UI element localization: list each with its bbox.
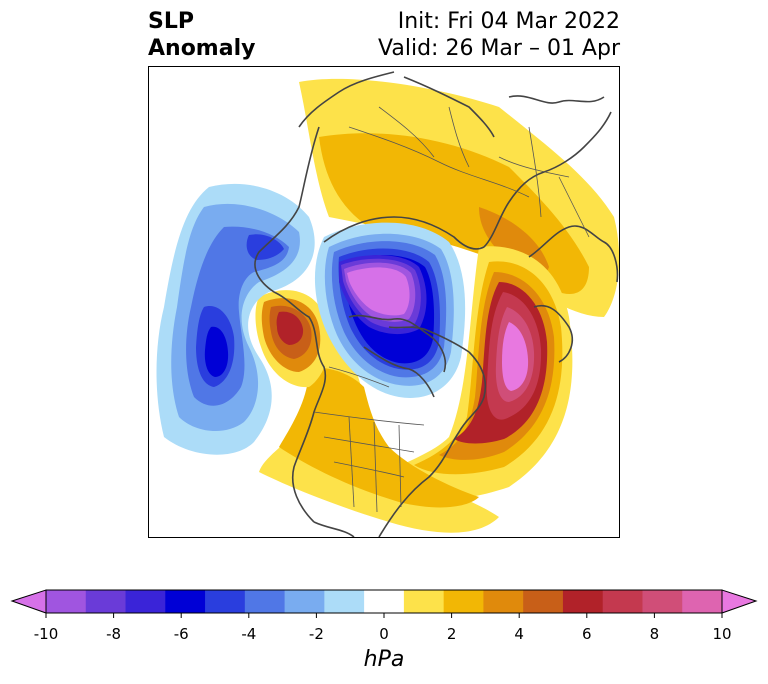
colorbar-tick-label: 0 xyxy=(379,625,389,643)
colorbar-swatch xyxy=(523,590,564,613)
colorbar-swatch xyxy=(642,590,683,613)
colorbar-swatch xyxy=(165,590,206,613)
colorbar-swatch xyxy=(125,590,166,613)
colorbar-swatch xyxy=(46,590,87,613)
map-title: SLP Anomaly xyxy=(148,8,255,62)
colorbar-swatch xyxy=(682,590,723,613)
north-atlantic-high xyxy=(359,246,573,502)
colorbar-swatch xyxy=(403,590,445,613)
colorbar-swatch xyxy=(483,590,524,613)
colorbar-swatch xyxy=(443,590,484,613)
colorbar-swatch xyxy=(244,590,286,613)
gulf-of-alaska-high xyxy=(255,290,330,388)
colorbar: -10 -8 -6 -4 -2 0 2 4 6 8 10 hPa xyxy=(0,584,768,684)
colorbar-swatch xyxy=(562,590,604,613)
anomaly-map xyxy=(156,71,619,537)
colorbar-tick-label: 4 xyxy=(514,625,524,643)
colorbar-graphic: -10 -8 -6 -4 -2 0 2 4 6 8 10 hPa xyxy=(10,589,758,672)
colorbar-extend-low xyxy=(10,589,47,614)
colorbar-tick-label: -2 xyxy=(309,625,324,643)
init-date: Init: Fri 04 Mar 2022 xyxy=(397,9,620,34)
colorbar-swatch xyxy=(602,590,643,613)
colorbar-swatch xyxy=(284,590,325,613)
date-info: Init: Fri 04 Mar 2022 Valid: 26 Mar – 01… xyxy=(378,8,620,62)
colorbar-tick-label: 8 xyxy=(650,625,660,643)
colorbar-swatch xyxy=(364,590,405,613)
title-line-2: Anomaly xyxy=(148,36,256,61)
colorbar-swatch xyxy=(324,590,365,613)
colorbar-tick-label: -8 xyxy=(106,625,121,643)
colorbar-extend-high xyxy=(721,589,758,614)
colorbar-tick-label: 2 xyxy=(447,625,457,643)
title-line-1: SLP xyxy=(148,9,194,34)
map-panel xyxy=(148,66,620,538)
colorbar-tick-label: 10 xyxy=(712,625,731,643)
colorbar-tick-label: 6 xyxy=(582,625,592,643)
borders xyxy=(313,106,590,513)
colorbar-label: hPa xyxy=(364,647,405,672)
arctic-low xyxy=(314,222,466,398)
north-pacific-low xyxy=(156,183,315,455)
colorbar-tick-label: -10 xyxy=(34,625,59,643)
colorbar-swatch xyxy=(205,590,246,613)
colorbar-tick-label: -4 xyxy=(241,625,256,643)
coastlines xyxy=(254,71,619,537)
colorbar-tick-label: -6 xyxy=(174,625,189,643)
north-america-high xyxy=(259,327,499,533)
colorbar-swatch xyxy=(85,590,127,613)
valid-range: Valid: 26 Mar – 01 Apr xyxy=(378,36,620,61)
